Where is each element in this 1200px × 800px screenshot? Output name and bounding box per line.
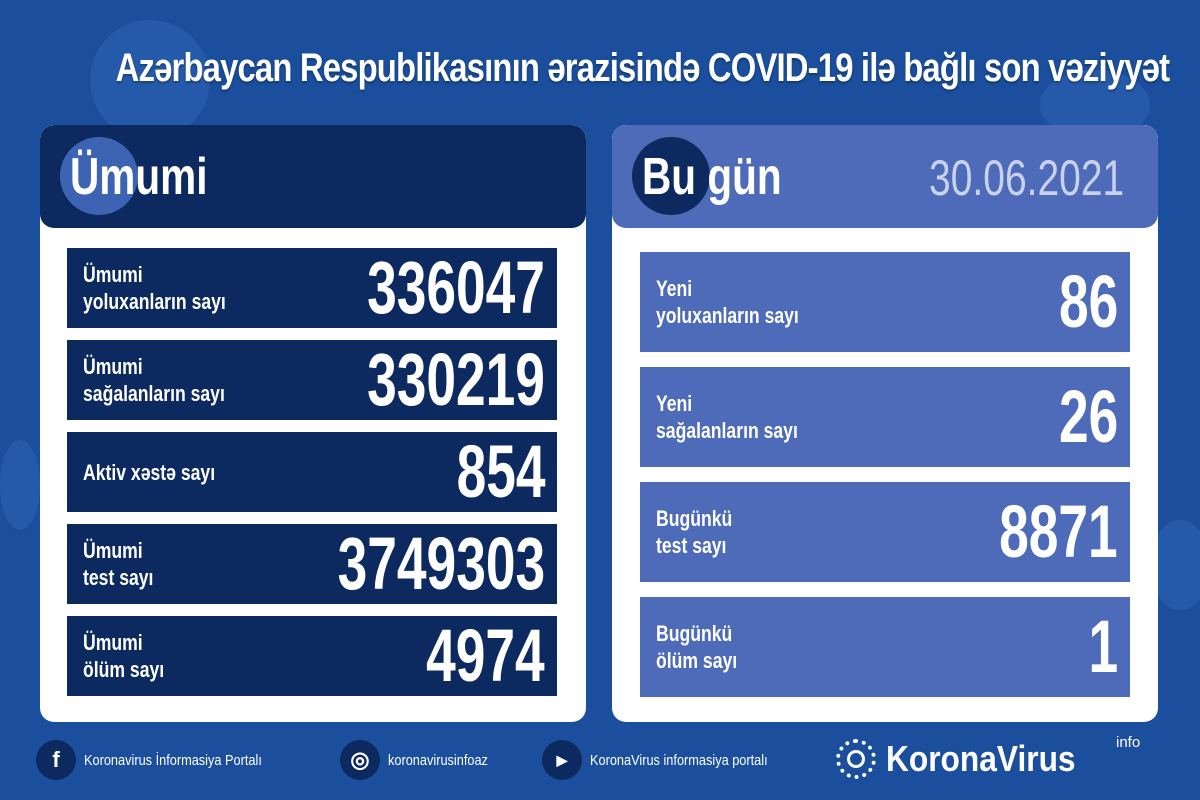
text-label: Yeni: [656, 276, 693, 301]
virus-icon: [632, 137, 710, 215]
stat-label: Yeni sağalanların sayı: [656, 390, 798, 444]
stat-value: 336047: [367, 246, 545, 329]
stat-row: Ümumi sağalanların sayı 330219: [67, 340, 557, 420]
page-title: Azərbaycan Respublikasının ərazisində CO…: [0, 46, 1200, 91]
text-label: Aktiv xəstə sayı: [83, 459, 216, 485]
brand-name: KoronaVirus: [886, 738, 1076, 779]
text-label: yoluxanların sayı: [83, 289, 226, 314]
text-label: sağalanların sayı: [656, 418, 798, 443]
youtube-icon: ▶: [542, 740, 582, 780]
text-label: test sayı: [656, 533, 727, 558]
text-label: yoluxanların sayı: [656, 303, 799, 328]
youtube-link-text: KoronaVirus informasiya portalı: [590, 751, 768, 769]
text-label: Ümumi: [83, 354, 143, 379]
youtube-link[interactable]: ▶ KoronaVirus informasiya portalı: [542, 740, 822, 780]
stat-row: Ümumi test sayı 3749303: [67, 524, 557, 604]
today-panel: Bu gün 30.06.2021 Yeni yoluxanların sayı 8…: [612, 125, 1158, 722]
stat-row: Yeni sağalanların sayı 26: [640, 367, 1130, 467]
text-label: ölüm sayı: [656, 648, 738, 673]
stat-value: 4974: [426, 614, 545, 697]
virus-decoration: [90, 20, 210, 140]
instagram-link-text: koronavirusinfoaz: [388, 751, 488, 769]
stat-label: Aktiv xəstə sayı: [83, 459, 215, 486]
stat-row: Yeni yoluxanların sayı 86: [640, 252, 1130, 352]
stat-row: Ümumi yoluxanların sayı 336047: [67, 248, 557, 328]
stat-value: 8871: [999, 490, 1118, 573]
text-label: Bugünkü: [656, 621, 733, 646]
stat-label: Bugünkü test sayı: [656, 505, 732, 559]
instagram-link[interactable]: ◎ koronavirusinfoaz: [340, 740, 520, 780]
text-label: Ümumi: [83, 630, 143, 655]
stat-label: Ümumi test sayı: [83, 537, 153, 591]
text-label: Ümumi: [83, 262, 143, 287]
total-header: Ümumi: [40, 125, 586, 228]
stat-value: 330219: [367, 338, 545, 421]
stat-value: 26: [1058, 375, 1118, 458]
virus-decoration: [1150, 520, 1200, 610]
stat-value: 854: [456, 430, 545, 513]
text-label: test sayı: [83, 565, 154, 590]
stat-label: Bugünkü ölüm sayı: [656, 620, 737, 674]
facebook-link-text: Koronavirus İnformasiya Portalı: [84, 751, 262, 769]
text-label: Bugünkü: [656, 506, 733, 531]
text-label: Ümumi: [83, 538, 143, 563]
facebook-link[interactable]: f Koronavirus İnformasiya Portalı: [36, 740, 318, 780]
date: 30.06.2021: [928, 150, 1124, 206]
stat-row: Bugünkü ölüm sayı 1: [640, 597, 1130, 697]
virus-decoration: [0, 440, 40, 530]
today-header: Bu gün 30.06.2021: [612, 125, 1158, 228]
stat-row: Ümumi ölüm sayı 4974: [67, 616, 557, 696]
stat-label: Ümumi ölüm sayı: [83, 629, 164, 683]
total-heading: Ümumi: [70, 147, 208, 206]
stat-row: Bugünkü test sayı 8871: [640, 482, 1130, 582]
stat-label: Yeni yoluxanların sayı: [656, 275, 799, 329]
text-label: ölüm sayı: [83, 657, 165, 682]
text-label: Yeni: [656, 391, 693, 416]
stat-value: 86: [1058, 260, 1118, 343]
stat-row: Aktiv xəstə sayı 854: [67, 432, 557, 512]
koronavirus-logo: KoronaVirus info: [836, 734, 1140, 780]
stat-value: 1: [1088, 605, 1118, 688]
sun-logo-icon: [836, 739, 876, 779]
stat-label: Ümumi sağalanların sayı: [83, 353, 225, 407]
footer-links: f Koronavirus İnformasiya Portalı ◎ korona…: [36, 740, 844, 780]
virus-icon: [60, 137, 138, 215]
today-heading: Bu gün: [642, 147, 782, 206]
total-panel: Ümumi Ümumi yoluxanların sayı 336047 Ümumi…: [40, 125, 586, 722]
stat-value: 3749303: [337, 522, 545, 605]
text-label: sağalanların sayı: [83, 381, 225, 406]
instagram-icon: ◎: [340, 740, 380, 780]
stat-label: Ümumi yoluxanların sayı: [83, 261, 226, 315]
text-label: Azərbaycan Respublikasının ərazisində CO…: [115, 46, 1170, 90]
brand-sup: info: [1116, 734, 1141, 751]
facebook-icon: f: [36, 740, 76, 780]
